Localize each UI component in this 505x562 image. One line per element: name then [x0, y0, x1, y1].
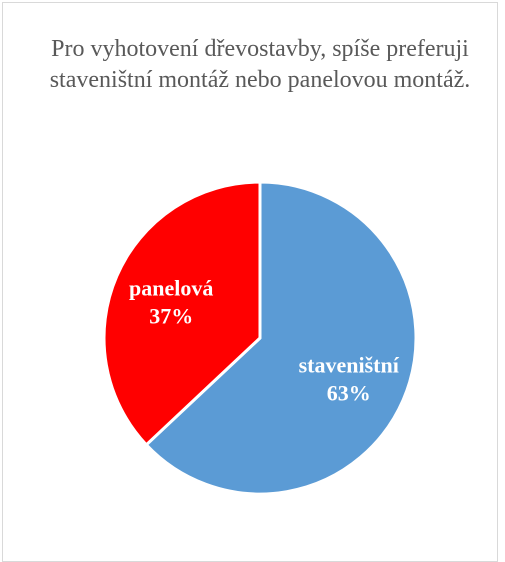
pie-slice-0: [144, 180, 418, 496]
pie-slice-1: [102, 180, 262, 447]
slice-label-0: staveništní 63%: [299, 352, 400, 405]
slice-category-label: panelová: [129, 276, 213, 301]
pie-chart: staveništní 63% panelová 37%: [102, 180, 418, 496]
slice-percent-label: 63%: [327, 380, 371, 405]
slice-percent-label: 37%: [149, 304, 193, 329]
slice-label-1: panelová 37%: [129, 276, 213, 329]
chart-title: Pro vyhotovení dřevostavby, spíše prefer…: [49, 36, 471, 93]
slice-category-label: staveništní: [299, 352, 400, 377]
